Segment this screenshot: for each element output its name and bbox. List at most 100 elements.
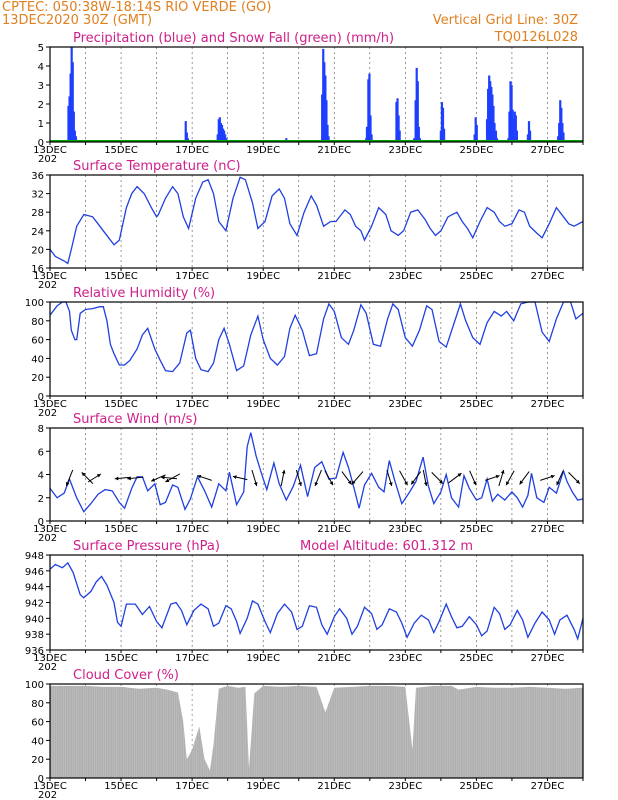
precip-bar: [365, 126, 369, 142]
date-label: 13DEC: [33, 524, 67, 535]
date-label: 27DEC: [531, 781, 565, 792]
wind-arrow-head: [472, 481, 477, 486]
date-label: 27DEC: [531, 524, 565, 535]
y-tick-label: 6: [38, 447, 44, 458]
panel-title: Precipitation (blue) and Snow Fall (gree…: [73, 31, 394, 46]
date-label: 25DEC: [460, 524, 494, 535]
panel-title: Relative Humidity (%): [73, 286, 215, 301]
y-tick-label: 2: [38, 100, 44, 111]
wind-arrow-head: [96, 473, 101, 478]
wind-arrow-head: [388, 482, 393, 486]
y-tick-label: 944: [25, 583, 44, 594]
date-label: 15DEC: [104, 271, 138, 282]
year-label: 202: [38, 662, 57, 673]
wind-arrow-head: [495, 474, 500, 479]
precip-bar: [528, 130, 532, 142]
panel-frame: [49, 174, 584, 269]
y-tick-label: 36: [31, 171, 44, 182]
year-label: 202: [38, 154, 57, 165]
y-tick-label: 940: [25, 614, 44, 625]
date-label: 23DEC: [388, 653, 422, 664]
date-label: 19DEC: [246, 524, 280, 535]
precip-bar: [72, 111, 75, 142]
precip-bar: [74, 136, 78, 142]
date-label: 19DEC: [246, 145, 280, 156]
y-tick-label: 4: [38, 471, 44, 482]
wind-arrow-head: [151, 478, 156, 482]
wind-arrow-head: [506, 481, 510, 486]
y-tick-label: 40: [31, 354, 44, 365]
wind-arrow-head: [329, 481, 333, 486]
y-tick-label: 20: [31, 373, 44, 384]
wind-arrow-head: [298, 482, 302, 486]
panel-annotation: Model Altitude: 601.312 m: [300, 539, 473, 554]
precip-bar: [475, 124, 478, 142]
y-tick-label: 20: [31, 755, 44, 766]
wind-arrow-head: [314, 482, 319, 486]
precip-bar: [370, 134, 373, 142]
y-tick-label: 100: [25, 298, 44, 309]
y-tick-label: 0: [38, 392, 44, 403]
wind-arrow-head: [232, 475, 237, 480]
date-label: 27DEC: [531, 653, 565, 664]
date-label: 25DEC: [460, 271, 494, 282]
y-tick-label: 936: [25, 646, 44, 657]
panel-5: 0 20 40 60 80 100 13DEC 15DEC 17DEC 19DEC 21DEC 23D…: [25, 668, 584, 800]
precip-bar: [368, 73, 371, 142]
date-label: 15DEC: [104, 781, 138, 792]
wind-arrow-head: [575, 479, 580, 484]
date-label: 21DEC: [317, 781, 351, 792]
panel-frame: [49, 301, 584, 397]
y-tick-label: 16: [31, 264, 44, 275]
y-tick-label: 60: [31, 718, 44, 729]
wind-arrow-head: [347, 480, 352, 485]
date-label: 13DEC: [33, 653, 67, 664]
date-label: 27DEC: [531, 271, 565, 282]
wind-arrow-head: [404, 481, 408, 486]
y-tick-label: 100: [25, 680, 44, 691]
date-label: 17DEC: [175, 399, 209, 410]
y-tick-label: 40: [31, 736, 44, 747]
precip-bar: [441, 107, 445, 142]
y-tick-label: 20: [31, 245, 44, 256]
panel-title: Surface Wind (m/s): [73, 412, 197, 427]
wind-arrow-head: [161, 475, 165, 480]
wind-arrow-head: [411, 480, 415, 485]
precip-bar: [494, 130, 498, 142]
wind-arrow-head: [165, 478, 170, 482]
y-tick-label: 948: [25, 551, 44, 562]
series-line: [49, 301, 584, 373]
date-label: 23DEC: [388, 271, 422, 282]
date-label: 23DEC: [388, 399, 422, 410]
y-tick-label: 946: [25, 567, 44, 578]
year-label: 202: [38, 280, 57, 291]
panel-title: Surface Temperature (nC): [73, 159, 241, 174]
wind-arrow-head: [114, 476, 119, 481]
y-tick-label: 0: [38, 138, 44, 149]
date-label: 23DEC: [388, 781, 422, 792]
date-label: 15DEC: [104, 145, 138, 156]
header-model-code: TQ0126L028: [494, 30, 578, 45]
series-line: [49, 432, 584, 513]
panel-4: 936 938 940 942 944 946 948 13DEC 15DEC 17DEC 19DE…: [25, 539, 584, 673]
precip-bar: [416, 81, 419, 142]
precip-bar: [369, 115, 372, 142]
date-label: 25DEC: [460, 781, 494, 792]
date-label: 17DEC: [175, 781, 209, 792]
year-label: 202: [38, 790, 57, 800]
wind-arrow-head: [65, 482, 70, 486]
y-tick-label: 5: [38, 43, 44, 54]
date-label: 13DEC: [33, 145, 67, 156]
date-label: 17DEC: [175, 524, 209, 535]
header-station: CPTEC: 050:38W-18:14S RIO VERDE (GO): [2, 0, 271, 15]
y-tick-label: 0: [38, 774, 44, 785]
precip-bar: [514, 115, 517, 142]
y-tick-label: 60: [31, 336, 44, 347]
y-tick-label: 4: [38, 62, 44, 73]
year-label: 202: [38, 408, 57, 419]
precip-bar: [442, 128, 446, 142]
date-label: 17DEC: [175, 271, 209, 282]
date-label: 17DEC: [175, 145, 209, 156]
wind-arrow-head: [423, 482, 428, 486]
